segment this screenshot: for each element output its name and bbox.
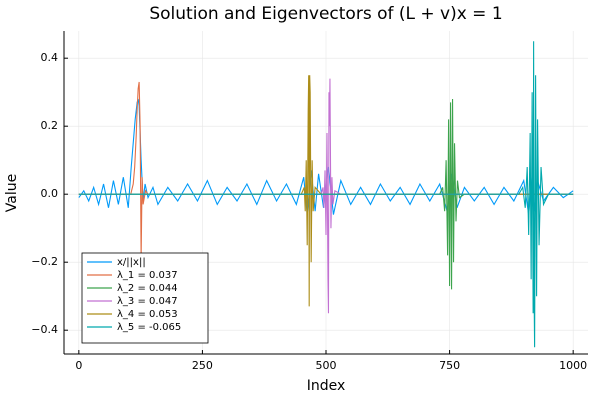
x-tick-label: 1000 [559, 359, 587, 372]
series-line [78, 41, 574, 348]
legend-label: λ_5 = -0.065 [117, 322, 181, 333]
x-tick-label: 750 [439, 359, 460, 372]
y-tick-label: 0.2 [41, 119, 59, 132]
legend-box [81, 252, 209, 344]
legend-label: λ_2 = 0.044 [117, 283, 178, 294]
legend-label: x/||x|| [117, 257, 146, 268]
y-tick-label: 0.4 [41, 51, 59, 64]
legend-label: λ_1 = 0.037 [117, 270, 178, 281]
series-line [78, 98, 574, 215]
chart-title: Solution and Eigenvectors of (L + v)x = … [149, 4, 502, 24]
series-line [78, 78, 574, 314]
y-tick-label: 0.0 [41, 187, 59, 200]
legend-label: λ_4 = 0.053 [117, 309, 178, 320]
x-tick-label: 250 [192, 359, 213, 372]
legend-label: λ_3 = 0.047 [117, 296, 178, 307]
series-line [78, 81, 574, 259]
series-line [78, 75, 574, 307]
series-line [78, 98, 574, 290]
y-tick-label: −0.2 [31, 255, 58, 268]
x-tick-label: 500 [316, 359, 337, 372]
y-axis-label: Value [4, 174, 20, 212]
y-tick-label: −0.4 [31, 323, 58, 336]
x-axis-label: Index [307, 378, 346, 394]
x-tick-label: 0 [75, 359, 82, 372]
